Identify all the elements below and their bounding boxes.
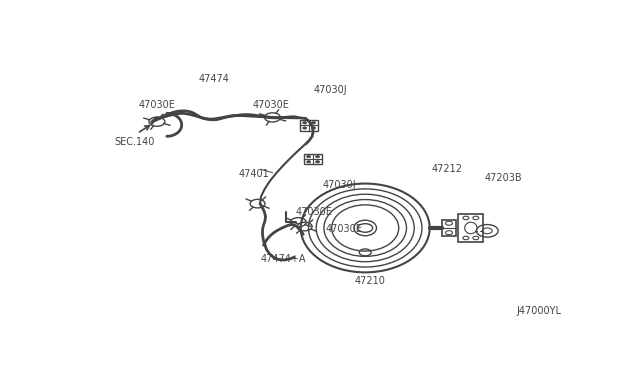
Text: 47474: 47474: [198, 74, 229, 84]
Text: 47210: 47210: [355, 276, 385, 286]
Text: 47401: 47401: [239, 169, 269, 179]
Text: 47030E: 47030E: [138, 100, 175, 110]
Text: 47030E: 47030E: [296, 207, 333, 217]
Bar: [304, 154, 322, 164]
Text: 47030J: 47030J: [323, 180, 356, 190]
Circle shape: [303, 127, 307, 129]
Text: 47030E: 47030E: [326, 224, 362, 234]
Circle shape: [316, 155, 319, 158]
Circle shape: [316, 161, 319, 163]
Bar: [458, 214, 483, 242]
Circle shape: [307, 161, 310, 163]
Bar: [300, 120, 318, 131]
Circle shape: [312, 122, 316, 124]
Text: J47000YL: J47000YL: [516, 306, 561, 316]
Text: 47030E: 47030E: [253, 100, 289, 110]
Text: 47212: 47212: [431, 164, 463, 174]
Text: SEC.140: SEC.140: [115, 137, 155, 147]
Circle shape: [312, 127, 316, 129]
Circle shape: [303, 122, 307, 124]
Text: 47203B: 47203B: [484, 173, 522, 183]
Text: 47030J: 47030J: [313, 86, 347, 96]
Text: 47474+A: 47474+A: [261, 254, 307, 264]
Circle shape: [307, 155, 310, 158]
